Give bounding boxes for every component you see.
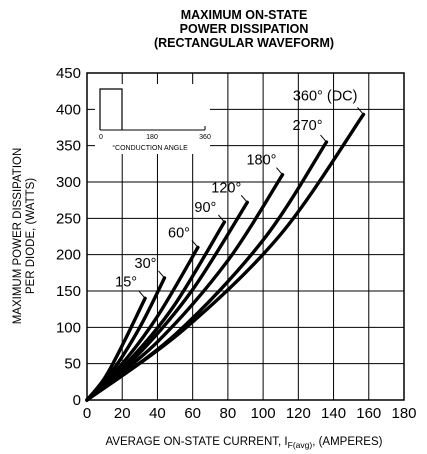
series-leader-15 bbox=[138, 290, 146, 299]
series-label-360-DC: 360° (DC) bbox=[293, 88, 358, 104]
series-leader-180 bbox=[276, 167, 283, 176]
inset-waveform bbox=[99, 88, 123, 130]
y-tick-label-0: 0 bbox=[73, 392, 81, 409]
chart-title-line-3: (RECTANGULAR WAVEFORM) bbox=[154, 36, 334, 50]
y-axis-label-line-2: PER DIODE, (WATTS) bbox=[25, 178, 37, 294]
inset-tick-0: 0 bbox=[99, 134, 103, 141]
inset-background bbox=[95, 84, 210, 154]
x-tick-label-160: 160 bbox=[356, 405, 381, 422]
x-axis-label: AVERAGE ON-STATE CURRENT, IF(avg), (AMPE… bbox=[106, 436, 383, 450]
series-leader-360-DC bbox=[357, 107, 364, 115]
x-tick-label-40: 40 bbox=[149, 405, 166, 422]
chart-title-line-1: MAXIMUM ON-STATE bbox=[181, 8, 308, 22]
conduction-angle-inset: 0 180 360 °CONDUCTION ANGLE bbox=[95, 84, 211, 154]
x-tick-label-140: 140 bbox=[321, 405, 346, 422]
y-tick-label-250: 250 bbox=[56, 210, 81, 227]
x-tick-label-180: 180 bbox=[391, 405, 416, 422]
series-leader-120 bbox=[240, 195, 248, 203]
series-line-15 bbox=[85, 296, 147, 402]
y-tick-labels: 0 50 100 150 200 250 300 350 400 450 bbox=[56, 65, 81, 409]
series-leader-90 bbox=[217, 214, 225, 223]
series-leader-60 bbox=[191, 240, 199, 248]
series-label-180: 180° bbox=[246, 153, 276, 169]
y-tick-label-400: 400 bbox=[56, 101, 81, 118]
x-axis-label-subscript: F(avg) bbox=[288, 440, 313, 450]
series-label-15: 15° bbox=[115, 274, 137, 290]
x-tick-label-0: 0 bbox=[83, 405, 91, 422]
y-axis-label: MAXIMUM POWER DISSIPATION PER DIODE, (WA… bbox=[12, 148, 37, 325]
y-tick-label-50: 50 bbox=[64, 356, 81, 373]
inset-tick-180: 180 bbox=[146, 134, 158, 141]
x-tick-label-60: 60 bbox=[184, 405, 201, 422]
y-tick-label-150: 150 bbox=[56, 283, 81, 300]
x-axis-label-main: AVERAGE ON-STATE CURRENT, I bbox=[106, 436, 288, 448]
x-tick-label-100: 100 bbox=[251, 405, 276, 422]
series-label-270: 270° bbox=[293, 118, 323, 134]
x-tick-label-80: 80 bbox=[220, 405, 237, 422]
series-leader-270 bbox=[320, 134, 327, 143]
chart-title: MAXIMUM ON-STATE POWER DISSIPATION (RECT… bbox=[154, 8, 334, 50]
x-tick-label-120: 120 bbox=[286, 405, 311, 422]
inset-tick-360: 360 bbox=[199, 134, 211, 141]
y-tick-label-300: 300 bbox=[56, 174, 81, 191]
y-tick-label-350: 350 bbox=[56, 138, 81, 155]
inset-label: °CONDUCTION ANGLE bbox=[112, 144, 188, 152]
x-axis-label-tail: , (AMPERES) bbox=[312, 436, 382, 448]
y-tick-label-100: 100 bbox=[56, 319, 81, 336]
series-leader-30 bbox=[158, 270, 165, 279]
plot-frame bbox=[86, 72, 405, 401]
series-labels: 15° 30° 60°90° 120° 180° 270° 360° (DC) bbox=[115, 88, 364, 299]
series-label-120: 120° bbox=[211, 180, 241, 196]
series-label-90: 90° bbox=[194, 200, 216, 216]
x-tick-labels: 0 20 40 60 80 100 120 140 160 180 bbox=[83, 405, 417, 422]
series-line-180 bbox=[85, 173, 285, 402]
series-curves bbox=[85, 112, 366, 402]
y-axis-label-line-1: MAXIMUM POWER DISSIPATION bbox=[12, 148, 24, 325]
chart-title-line-2: POWER DISSIPATION bbox=[180, 22, 309, 36]
y-tick-label-450: 450 bbox=[56, 65, 81, 82]
series-label-60: 60° bbox=[168, 225, 190, 241]
x-tick-label-20: 20 bbox=[114, 405, 131, 422]
series-line-360-DC bbox=[85, 112, 366, 402]
series-label-30: 30° bbox=[135, 256, 157, 272]
grid bbox=[87, 73, 404, 400]
y-tick-label-200: 200 bbox=[56, 247, 81, 264]
